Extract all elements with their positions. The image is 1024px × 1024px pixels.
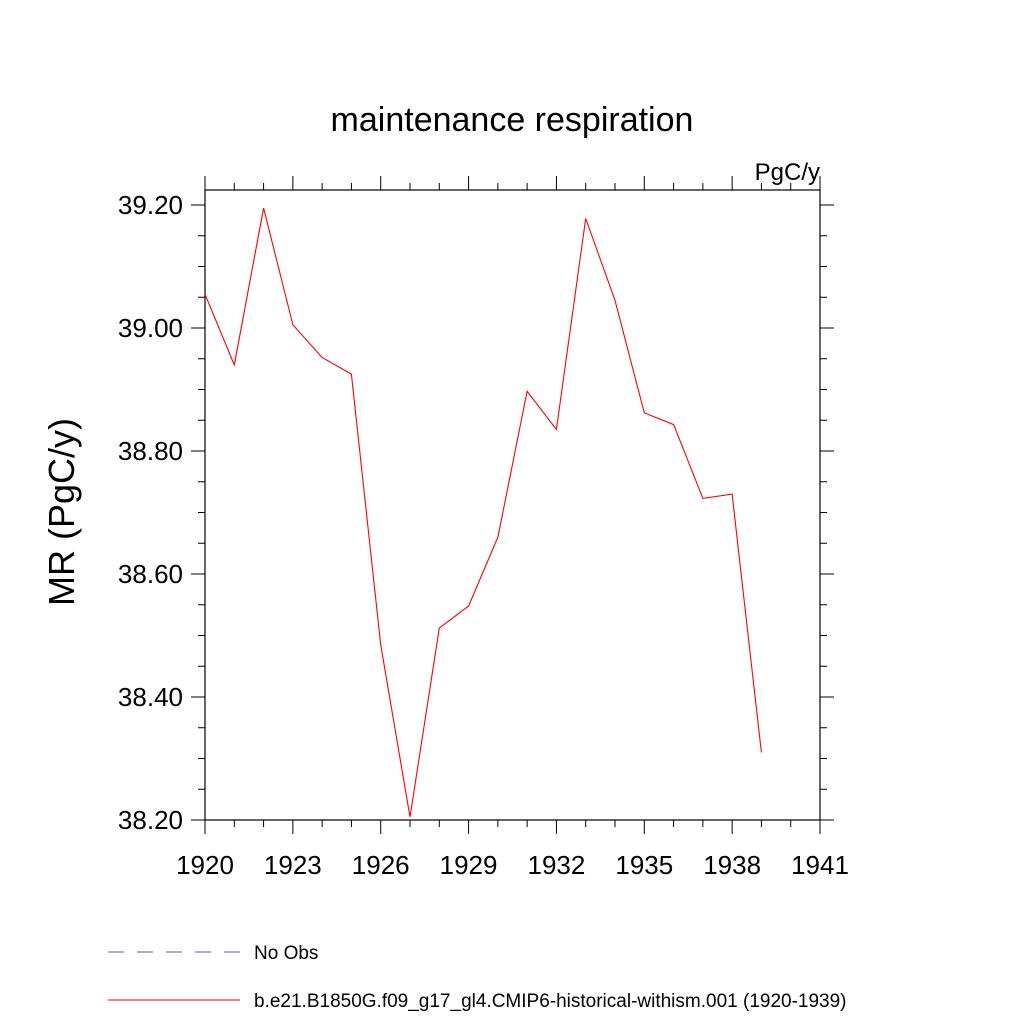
x-tick-label: 1941 xyxy=(791,850,849,880)
series-line xyxy=(204,207,762,817)
y-axis-label: MR (PgC/y) xyxy=(41,418,82,606)
x-tick-label: 1926 xyxy=(352,850,410,880)
y-tick-label: 38.80 xyxy=(118,436,183,466)
chart-title: maintenance respiration xyxy=(331,101,694,139)
y-tick-label: 38.60 xyxy=(118,559,183,589)
y-tick-label: 38.40 xyxy=(118,682,183,712)
y-tick-label: 38.20 xyxy=(118,805,183,835)
y-tick-label: 39.20 xyxy=(118,190,183,220)
legend: No Obs b.e21.B1850G.f09_g17_gl4.CMIP6-his… xyxy=(108,943,847,1012)
y-tick-label: 39.00 xyxy=(118,313,183,343)
legend-label: b.e21.B1850G.f09_g17_gl4.CMIP6-historica… xyxy=(254,991,847,1012)
plot-frame xyxy=(204,189,821,821)
units-label: PgC/y xyxy=(755,159,820,186)
plot-area: 39.20 39.00 38.80 38.60 38.40 38.20 1920 1923 19… xyxy=(118,176,849,880)
x-tick-label: 1923 xyxy=(264,850,322,880)
x-tick-label: 1929 xyxy=(440,850,498,880)
legend-label: No Obs xyxy=(254,943,318,964)
x-tick-label: 1935 xyxy=(615,850,673,880)
x-tick-label: 1938 xyxy=(703,850,761,880)
x-tick-label: 1932 xyxy=(528,850,586,880)
x-tick-label: 1920 xyxy=(176,850,234,880)
